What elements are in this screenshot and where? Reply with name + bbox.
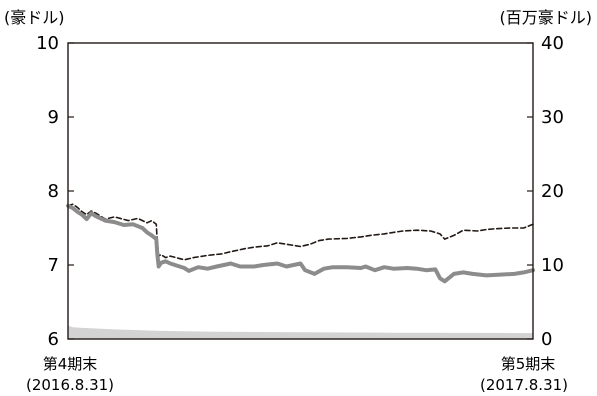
left-axis-tick-label: 8 bbox=[48, 181, 59, 202]
nav-price-series bbox=[66, 203, 535, 284]
price-lines-layer bbox=[66, 203, 535, 284]
right-axis-tick-label: 0 bbox=[541, 329, 552, 350]
axis-ticks-layer: 6 7 8 9 10 0 10 20 30 40 bbox=[36, 33, 564, 350]
left-axis-tick-label: 6 bbox=[48, 329, 59, 350]
right-axis-tick-label: 10 bbox=[541, 255, 564, 276]
x-end-label: 第5期末 bbox=[501, 355, 556, 373]
left-axis-unit-label: (豪ドル) bbox=[4, 8, 65, 27]
x-end-date: (2017.8.31) bbox=[480, 376, 568, 394]
plot-frame bbox=[67, 42, 534, 340]
left-axis-tick-label: 10 bbox=[36, 33, 59, 54]
dashed-price-series bbox=[67, 203, 534, 261]
left-axis-tick-label: 7 bbox=[48, 255, 59, 276]
left-axis-tick-label: 9 bbox=[48, 107, 59, 128]
x-start-date: (2016.8.31) bbox=[26, 376, 114, 394]
assets-area-series bbox=[68, 325, 533, 339]
assets-area-layer bbox=[68, 325, 533, 339]
x-start-label: 第4期末 bbox=[43, 355, 98, 373]
right-axis-tick-label: 40 bbox=[541, 33, 564, 54]
right-axis-tick-label: 30 bbox=[541, 107, 564, 128]
right-axis-tick-label: 20 bbox=[541, 181, 564, 202]
right-axis-unit-label: (百万豪ドル) bbox=[500, 8, 593, 27]
